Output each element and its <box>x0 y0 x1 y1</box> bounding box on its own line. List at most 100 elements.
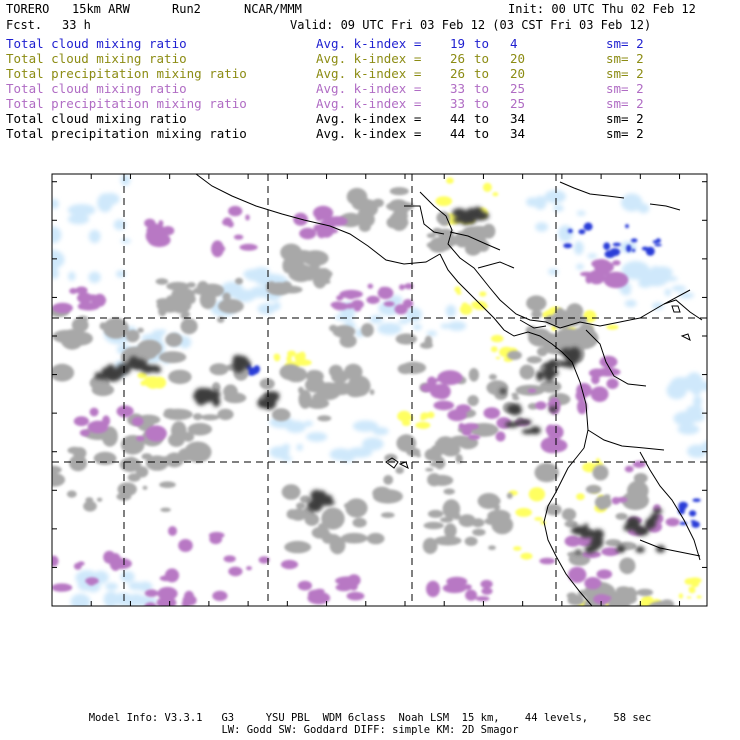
purple-precip-blob <box>465 589 478 601</box>
yellow-cloud-blob <box>515 507 532 517</box>
gray-cloud-blob <box>627 480 649 501</box>
purple-precip-blob <box>450 579 461 584</box>
footer-model-info: Model Info: V3.3.1 G3 YSU PBL WDM 6class… <box>88 712 652 724</box>
dark-precip-blob <box>548 406 558 413</box>
yellow-cloud-blob <box>286 355 292 363</box>
lightblue-cloud-blob <box>426 330 438 337</box>
gray-cloud-blob <box>68 331 93 346</box>
lightblue-cloud-blob <box>638 274 649 282</box>
purple-precip-blob <box>539 557 555 565</box>
gray-cloud-blob <box>553 309 573 323</box>
legend-field: Total precipitation mixing ratio <box>6 126 247 141</box>
gray-cloud-blob <box>636 588 654 597</box>
fcst-value: 33 h <box>62 18 91 32</box>
lightblue-cloud-blob <box>159 329 166 335</box>
yellow-cloud-blob <box>420 412 430 420</box>
purple-precip-blob <box>326 216 348 227</box>
lightblue-cloud-blob <box>673 414 683 420</box>
yellow-cloud-blob <box>528 487 546 502</box>
blue-cloud-blob <box>625 224 629 229</box>
blue-cloud-blob <box>567 228 573 234</box>
gray-cloud-blob <box>519 364 535 380</box>
legend-to-word: to <box>474 111 490 126</box>
purple-precip-blob <box>590 386 609 403</box>
lightblue-cloud-blob <box>138 581 153 592</box>
gray-cloud-blob <box>186 282 196 288</box>
dark-precip-blob <box>544 377 554 382</box>
gray-cloud-blob <box>616 586 631 595</box>
purple-precip-blob <box>615 497 628 503</box>
gray-cloud-blob <box>96 497 103 502</box>
gray-cloud-blob <box>164 408 177 415</box>
gray-cloud-blob <box>317 415 332 422</box>
gray-cloud-blob <box>211 382 221 393</box>
gray-cloud-blob <box>526 356 542 364</box>
gray-cloud-blob <box>259 378 275 390</box>
graticule <box>52 174 707 606</box>
yellow-cloud-blob <box>576 493 585 501</box>
dark-precip-blob <box>100 372 107 381</box>
legend-to-word: to <box>474 66 490 81</box>
lightblue-cloud-blob <box>664 288 671 297</box>
gray-cloud-blob <box>165 452 184 468</box>
purple-precip-blob <box>481 587 493 595</box>
dark-precip-blob <box>635 546 645 553</box>
gray-cloud-blob <box>619 557 636 575</box>
gray-cloud-blob <box>472 528 486 536</box>
blue-cloud-blob <box>563 243 573 249</box>
border-mexico-guatemala <box>404 205 445 235</box>
dark-precip-blob <box>232 354 243 362</box>
purple-precip-blob <box>156 596 177 606</box>
lightblue-cloud-blob <box>573 241 584 255</box>
gray-cloud-blob <box>171 287 195 302</box>
gray-cloud-blob <box>209 363 229 376</box>
gray-cloud-blob <box>142 485 148 490</box>
gray-cloud-blob <box>299 495 311 503</box>
legend-from: 26 <box>450 51 466 66</box>
blue-cloud-blob <box>609 248 621 257</box>
lightblue-cloud-blob <box>270 448 278 454</box>
purple-precip-blob <box>591 259 611 269</box>
purple-precip-blob <box>433 400 455 411</box>
lightblue-cloud-blob <box>113 219 126 231</box>
dark-precip-blob <box>231 359 250 369</box>
purple-precip-blob <box>208 531 225 539</box>
purple-precip-blob <box>426 376 437 388</box>
dark-precip-blob <box>616 545 626 553</box>
gray-cloud-blob <box>427 473 442 487</box>
gray-cloud-blob <box>322 532 334 544</box>
legend-row: Total precipitation mixing ratio Avg. k-i… <box>6 126 736 141</box>
purple-precip-blob <box>245 214 250 221</box>
legend-to: 25 <box>510 81 526 96</box>
purple-precip-blob <box>233 234 244 240</box>
purple-precip-blob <box>535 401 547 410</box>
gray-cloud-blob <box>284 540 312 554</box>
dark-precip-layer <box>94 206 666 555</box>
purple-precip-blob <box>601 547 620 557</box>
gray-cloud-layer <box>52 187 675 606</box>
gray-cloud-blob <box>309 262 320 270</box>
coast-south-america-east <box>663 299 703 321</box>
lightblue-cloud-blob <box>306 432 328 442</box>
island-small-1 <box>671 305 681 313</box>
legend-stat: Avg. k-index = <box>316 126 422 141</box>
purple-precip-blob <box>366 295 380 304</box>
yellow-cloud-blob <box>606 324 619 330</box>
dark-precip-blob <box>194 387 211 401</box>
purple-precip-blob <box>475 596 490 602</box>
yellow-cloud-blob <box>459 304 473 315</box>
purple-precip-blob <box>458 422 465 430</box>
gray-cloud-blob <box>331 542 342 551</box>
purple-precip-blob <box>584 577 602 590</box>
legend-sm: sm= 2 <box>606 51 644 66</box>
purple-precip-blob <box>146 223 165 238</box>
coast-central-america <box>439 253 563 353</box>
legend-to-word: to <box>474 126 490 141</box>
legend-stat: Avg. k-index = <box>316 66 422 81</box>
legend-sm: sm= 2 <box>606 96 644 111</box>
gray-cloud-blob <box>171 421 187 440</box>
purple-precip-blob <box>228 205 243 217</box>
yellow-cloud-blob <box>678 593 684 599</box>
lightblue-cloud-blob <box>535 222 549 232</box>
dark-precip-blob <box>516 419 532 425</box>
